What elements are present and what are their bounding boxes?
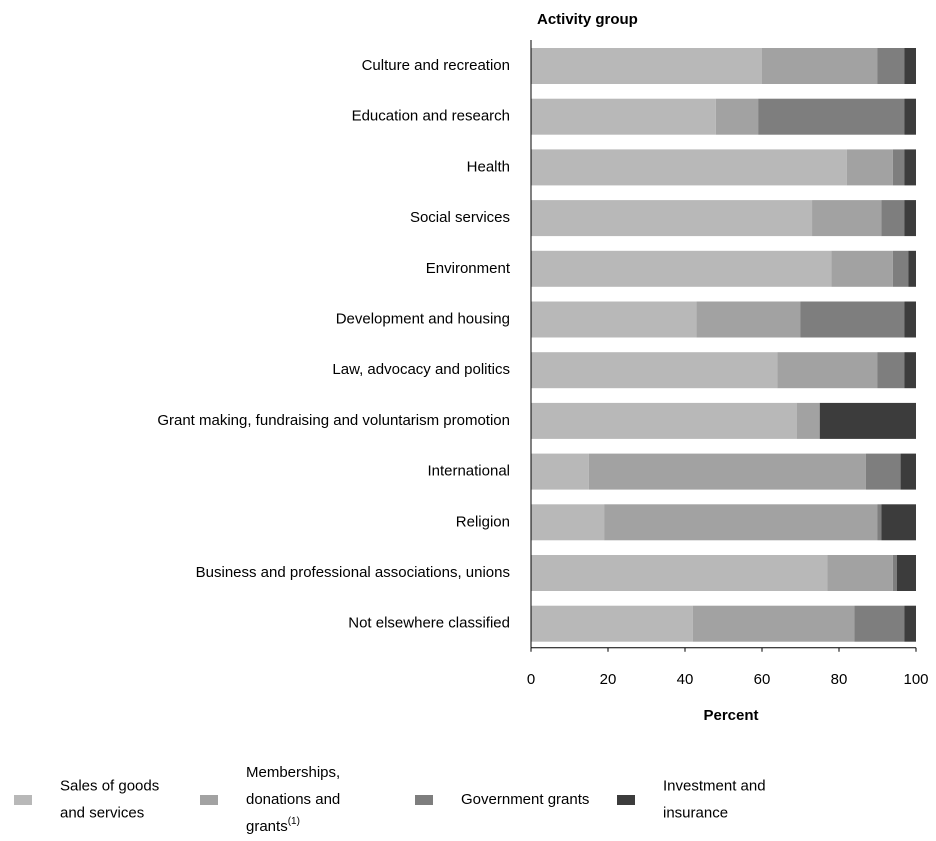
bar-segment — [758, 98, 905, 135]
category-label: Education and research — [352, 108, 510, 125]
bar-segment — [531, 504, 605, 541]
bar-segment — [531, 149, 847, 186]
bar-segment — [531, 48, 762, 84]
category-label: Culture and recreation — [362, 57, 510, 74]
bar-segment — [846, 149, 893, 186]
bar-segment — [904, 200, 916, 237]
bar-segment — [865, 453, 901, 490]
bar-segment — [904, 48, 916, 84]
bar-segment — [692, 605, 855, 642]
bar-segment — [531, 402, 797, 439]
x-tick-label: 0 — [527, 671, 535, 688]
x-axis-label: Percent — [703, 707, 758, 724]
bar-segment — [531, 301, 697, 338]
x-tick-label: 80 — [831, 671, 848, 688]
x-tick-label: 100 — [903, 671, 928, 688]
legend-swatch — [14, 795, 32, 805]
bar-segment — [877, 48, 905, 84]
bar-segment — [796, 402, 820, 439]
x-tick-label: 20 — [600, 671, 617, 688]
bar-segment — [877, 504, 882, 541]
legend-swatch — [200, 795, 218, 805]
bar-segment — [892, 250, 909, 287]
bar-segment — [531, 555, 828, 591]
category-label: Health — [467, 158, 510, 175]
bar-segment — [531, 98, 716, 135]
legend-line: insurance — [663, 804, 728, 821]
bar-segment — [892, 149, 905, 186]
bar-segment — [831, 250, 893, 287]
legend-line: grants — [246, 818, 288, 835]
chart-title: Activity group — [537, 11, 638, 28]
legend-label: Government grants — [461, 791, 589, 808]
bar-segment — [900, 453, 916, 490]
category-label: International — [427, 463, 510, 480]
bar-segment — [904, 98, 916, 135]
legend-line: Investment and — [663, 777, 766, 794]
category-label: Business and professional associations, … — [196, 564, 510, 581]
bar-segment — [762, 48, 878, 84]
bar-segment — [531, 250, 832, 287]
bar-segment — [604, 504, 878, 541]
bar-segment — [904, 149, 916, 186]
legend-superscript: (1) — [288, 816, 300, 827]
bar-segment — [896, 555, 916, 591]
bar-segment — [854, 605, 905, 642]
x-tick-label: 40 — [677, 671, 694, 688]
category-label: Development and housing — [336, 310, 510, 327]
legend-swatch — [415, 795, 433, 805]
bar-segment — [812, 200, 882, 237]
bar-segment — [588, 453, 866, 490]
legend-line: Government grants — [461, 791, 589, 808]
bar-segment — [800, 301, 905, 338]
legend-line: donations and — [246, 791, 340, 808]
bar-segment — [696, 301, 801, 338]
category-label: Law, advocacy and politics — [332, 361, 510, 378]
bar-segment — [531, 200, 813, 237]
category-label: Religion — [456, 513, 510, 530]
bar-segment — [881, 200, 905, 237]
bar-segment — [531, 352, 778, 389]
bar-segment — [908, 250, 916, 287]
legend-line: Memberships, — [246, 764, 340, 781]
bar-segment — [881, 504, 916, 541]
legend-label: Sales of goods and services — [60, 777, 159, 821]
category-label: Environment — [426, 260, 511, 277]
legend-swatch — [617, 795, 635, 805]
bar-segment — [904, 352, 916, 389]
bar-segment — [892, 555, 897, 591]
category-label: Grant making, fundraising and voluntaris… — [157, 412, 510, 429]
bar-segment — [715, 98, 759, 135]
bar-segment — [531, 605, 693, 642]
legend-label: Investment and insurance — [663, 777, 766, 821]
bar-segment — [777, 352, 878, 389]
bar-segment — [877, 352, 905, 389]
x-tick-label: 60 — [754, 671, 771, 688]
legend-label: Memberships, donations and grants(1) — [246, 764, 340, 835]
bar-segment — [819, 402, 916, 439]
bar-segment — [827, 555, 893, 591]
legend-line: and services — [60, 804, 144, 821]
bar-segment — [531, 453, 589, 490]
bar-segment — [904, 605, 916, 642]
legend-line: Sales of goods — [60, 777, 159, 794]
bar-segment — [904, 301, 916, 338]
category-label: Not elsewhere classified — [348, 615, 510, 632]
category-label: Social services — [410, 209, 510, 226]
